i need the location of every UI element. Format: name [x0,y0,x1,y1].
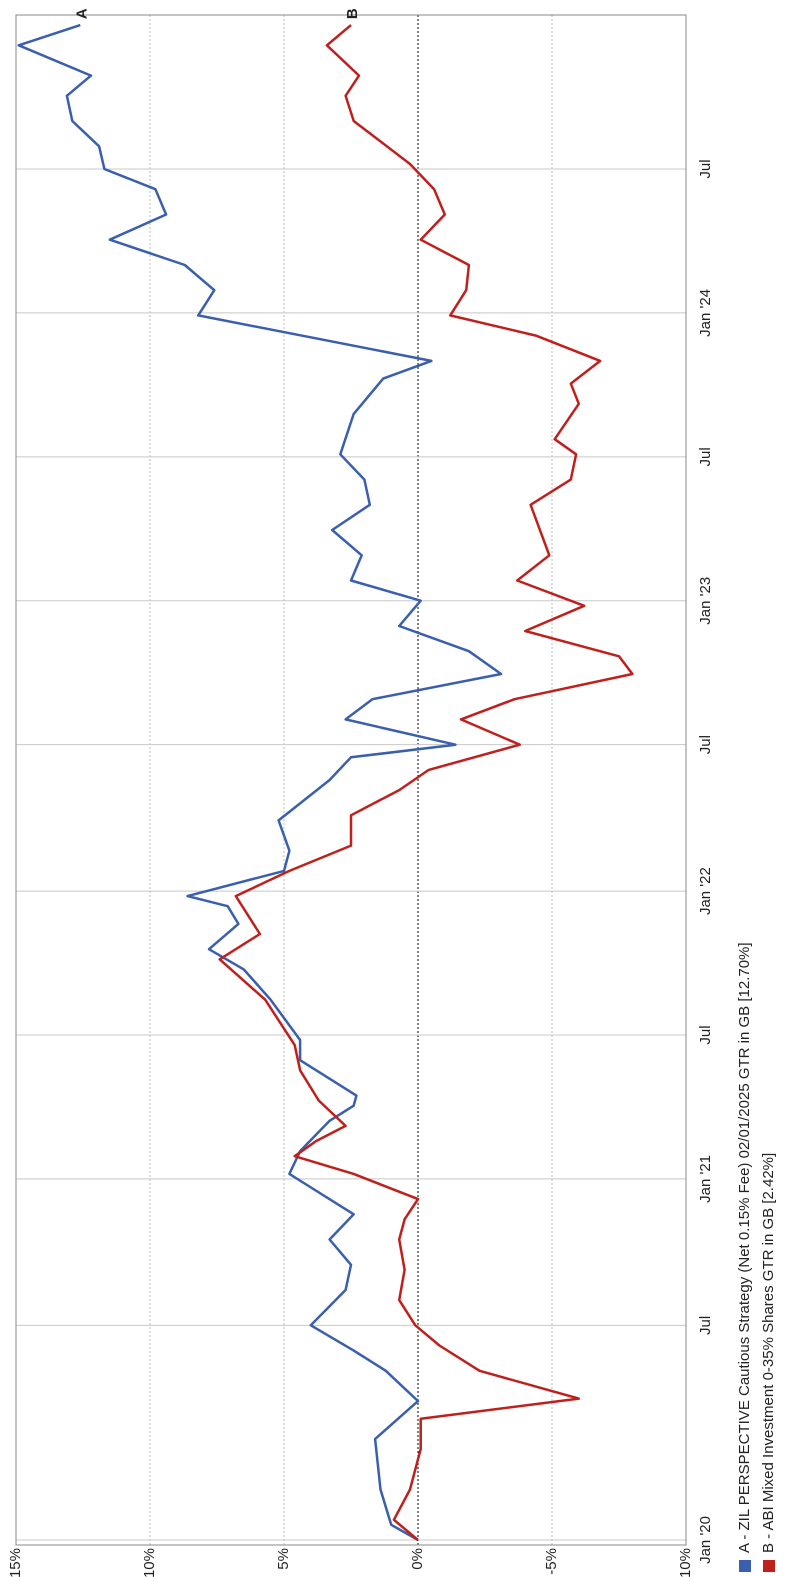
series-end-label: A [73,8,90,19]
legend-swatch [763,1560,775,1572]
x-tick-label: Jan '23 [697,577,714,625]
rotated-chart: 15% 10% 5% 0% -5% -10%Jan '20 Jul Jan '21 Jul Jan… [7,8,777,1577]
y-tick-label: -10% [677,1548,694,1577]
y-tick-label: 10% [141,1548,158,1577]
series-end-label: B [344,8,361,19]
x-tick-label: Jan '24 [697,289,714,337]
plot-frame [15,14,687,1546]
legend-label: A - ZIL PERSPECTIVE Cautious Strategy (N… [736,942,753,1553]
series-line [17,23,503,1542]
x-tick-label: Jul [697,1025,714,1044]
legend-swatch [739,1560,751,1572]
x-tick-label: Jan '20 [697,1516,714,1564]
y-tick-label: 5% [275,1548,292,1570]
y-tick-label: -5% [543,1548,560,1575]
legend-label: B - ABI Mixed Investment 0-35% Shares GT… [760,1153,777,1553]
series-line [218,24,634,1541]
x-tick-label: Jul [697,735,714,754]
x-tick-label: Jul [697,447,714,466]
x-tick-label: Jul [697,159,714,178]
y-tick-label: 0% [409,1548,426,1570]
y-tick-label: 15% [7,1548,24,1577]
x-tick-label: Jul [697,1316,714,1335]
x-tick-label: Jan '22 [697,867,714,915]
x-tick-label: Jan '21 [697,1155,714,1203]
